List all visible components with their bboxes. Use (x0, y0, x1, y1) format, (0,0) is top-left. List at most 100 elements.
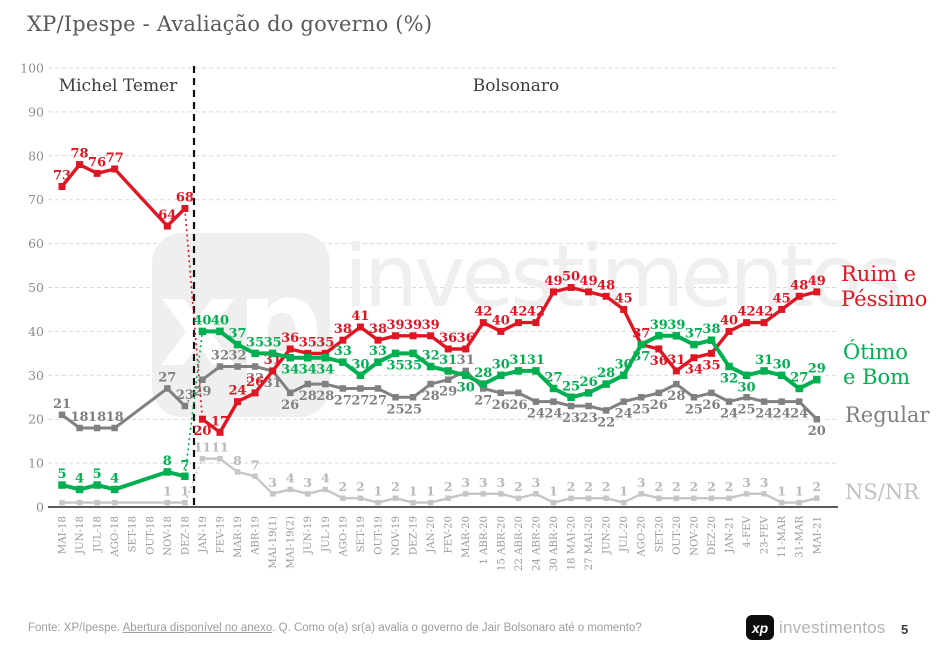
svg-text:39: 39 (386, 318, 404, 333)
svg-text:27 MAI-20: 27 MAI-20 (584, 516, 595, 570)
svg-text:39: 39 (650, 318, 668, 333)
svg-text:34: 34 (685, 363, 703, 378)
svg-text:28: 28 (597, 366, 615, 381)
svg-text:40: 40 (193, 313, 211, 328)
svg-text:41: 41 (351, 309, 369, 324)
svg-text:1: 1 (163, 484, 172, 499)
svg-text:24: 24 (228, 384, 246, 399)
svg-text:73: 73 (53, 169, 71, 184)
svg-text:30: 30 (28, 368, 44, 383)
svg-text:31: 31 (667, 353, 685, 368)
svg-text:42: 42 (738, 305, 756, 320)
svg-text:36: 36 (281, 331, 299, 346)
svg-text:45: 45 (773, 291, 791, 306)
svg-text:42: 42 (527, 305, 545, 320)
svg-text:27: 27 (474, 393, 492, 408)
svg-text:11-MAR: 11-MAR (777, 516, 788, 558)
svg-text:35: 35 (299, 335, 317, 350)
svg-text:78: 78 (71, 147, 89, 162)
svg-text:3: 3 (496, 475, 505, 490)
svg-text:3: 3 (532, 475, 541, 490)
svg-text:1: 1 (777, 484, 786, 499)
svg-text:38: 38 (702, 322, 720, 337)
svg-text:7: 7 (251, 457, 260, 472)
svg-text:4: 4 (110, 471, 119, 486)
svg-text:10: 10 (28, 456, 44, 471)
svg-text:8: 8 (233, 453, 242, 468)
svg-text:49: 49 (580, 274, 598, 289)
svg-text:FEV-20: FEV-20 (444, 516, 455, 553)
svg-text:49: 49 (544, 274, 562, 289)
svg-text:26: 26 (281, 398, 299, 413)
svg-text:26: 26 (702, 398, 720, 413)
svg-text:37: 37 (632, 350, 650, 365)
svg-text:MAR-20: MAR-20 (461, 516, 472, 558)
svg-text:2: 2 (584, 479, 593, 494)
svg-text:NOV-18: NOV-18 (163, 516, 174, 556)
svg-text:31: 31 (509, 353, 527, 368)
svg-text:4: 4 (75, 471, 84, 486)
svg-text:2: 2 (602, 479, 611, 494)
svg-text:30: 30 (615, 357, 633, 372)
svg-text:30 ABR-20: 30 ABR-20 (549, 516, 560, 571)
source-suffix: . Q. Como o(a) sr(a) avalia o governo de… (272, 622, 642, 634)
svg-text:28: 28 (422, 389, 440, 404)
svg-text:35: 35 (264, 335, 282, 350)
svg-text:MAI-19(2): MAI-19(2) (285, 516, 297, 569)
svg-text:23-FEV: 23-FEV (760, 515, 771, 554)
svg-text:11: 11 (211, 440, 228, 455)
svg-text:45: 45 (615, 291, 633, 306)
svg-text:50: 50 (28, 280, 44, 295)
svg-text:20: 20 (808, 424, 826, 439)
svg-text:29: 29 (439, 385, 457, 400)
svg-text:30: 30 (738, 380, 756, 395)
svg-text:38: 38 (369, 322, 387, 337)
svg-text:2: 2 (690, 479, 699, 494)
xp-logo-text: investimentos (779, 617, 886, 637)
svg-text:1: 1 (795, 484, 804, 499)
svg-text:33: 33 (334, 344, 352, 359)
svg-text:15 ABR-20: 15 ABR-20 (496, 516, 507, 571)
svg-text:JUN-19: JUN-19 (303, 516, 314, 555)
series-regular-points (58, 363, 821, 432)
svg-text:20: 20 (193, 424, 211, 439)
svg-text:35: 35 (316, 335, 334, 350)
svg-text:68: 68 (176, 190, 194, 205)
svg-text:50: 50 (562, 270, 580, 285)
svg-text:36: 36 (650, 354, 668, 369)
svg-text:36: 36 (457, 331, 475, 346)
svg-text:OUT-19: OUT-19 (373, 516, 384, 555)
svg-text:27: 27 (351, 393, 369, 408)
legend-otimo-e-bom: Ótimo e Bom (843, 340, 911, 389)
svg-text:NOV-20: NOV-20 (689, 516, 700, 556)
svg-text:2: 2 (391, 479, 400, 494)
svg-text:SET-19: SET-19 (356, 516, 367, 552)
svg-text:23: 23 (562, 411, 580, 426)
source-annex-link[interactable]: Abertura disponível no anexo (122, 622, 273, 634)
svg-text:3: 3 (268, 475, 277, 490)
svg-text:37: 37 (685, 327, 703, 342)
svg-text:60: 60 (28, 236, 44, 251)
svg-text:AGO-19: AGO-19 (338, 516, 349, 558)
svg-text:38: 38 (334, 322, 352, 337)
legend-regular: Regular (845, 403, 930, 427)
series-ns-nr-labels: 1 111 118 73 4 3 42 2 1 2 1 1 2 3 3 3 2 31 2 2 2 13 2 2 2 2 2 3 31 1 2 (163, 440, 821, 499)
svg-text:30: 30 (351, 357, 369, 372)
svg-text:31: 31 (457, 353, 475, 368)
svg-text:100: 100 (20, 61, 44, 76)
svg-text:18 MAI-20: 18 MAI-20 (567, 516, 578, 570)
svg-text:DEZ-19: DEZ-19 (409, 516, 420, 555)
series--timo-e-bom-points (58, 327, 821, 494)
svg-text:32: 32 (720, 372, 738, 387)
gridlines (48, 67, 838, 508)
page-number: 5 (901, 622, 909, 637)
svg-text:2: 2 (514, 479, 523, 494)
svg-text:27: 27 (334, 393, 352, 408)
svg-text:35: 35 (702, 358, 720, 373)
svg-text:29: 29 (193, 385, 211, 400)
era-label-temer: Michel Temer (58, 76, 178, 96)
svg-text:17: 17 (211, 414, 229, 429)
